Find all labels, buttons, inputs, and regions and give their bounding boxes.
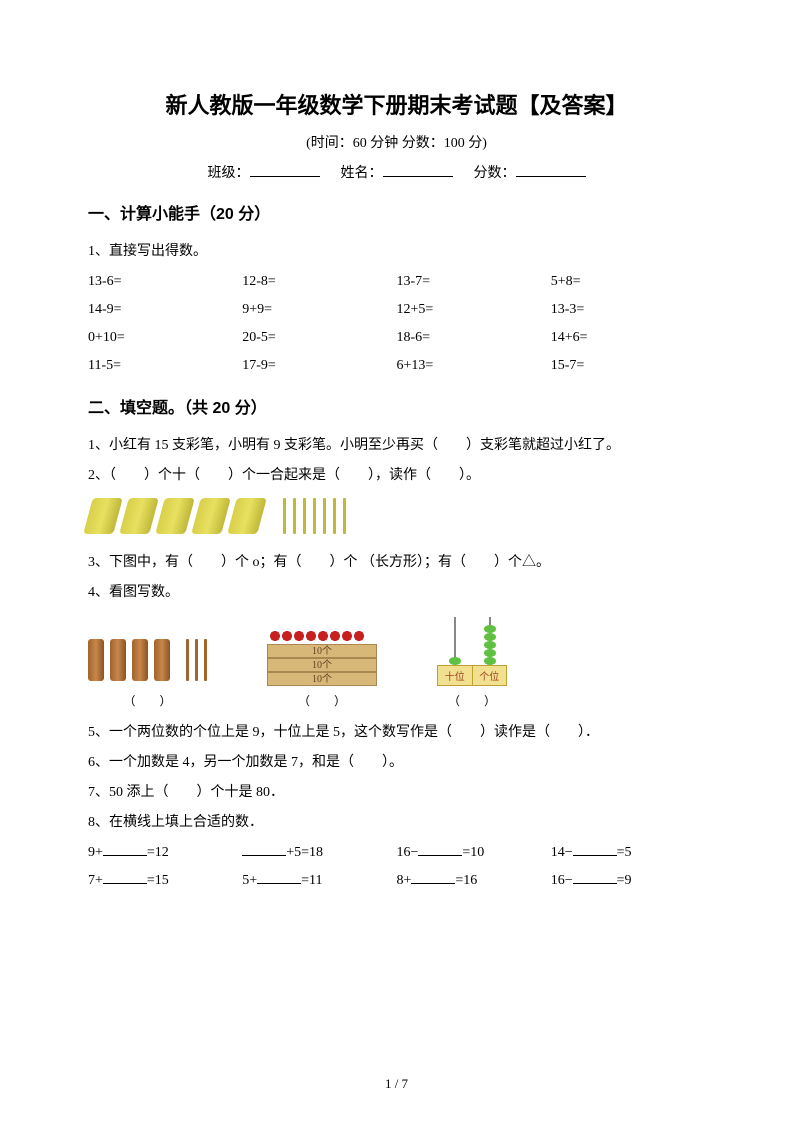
calc-cell: 13-7= <box>397 268 551 296</box>
q2-image <box>88 498 705 539</box>
paren-label: （ ） <box>123 692 171 709</box>
s2-q7: 7、50 添上（ ）个十是 80． <box>88 779 705 807</box>
calc-cell: 9+9= <box>242 296 396 324</box>
score-blank[interactable] <box>516 163 586 177</box>
abacus-icon: 十位 个位 <box>437 617 507 686</box>
q4-images: （ ） 10个 10个 10个 （ ） <box>88 617 705 709</box>
crate-layer: 10个 <box>267 672 377 686</box>
s2-q2: 2、（ ）个十（ ）个一合起来是（ ），读作（ ）。 <box>88 462 705 490</box>
stick-icon <box>323 498 326 534</box>
calc-cell: 12+5= <box>397 296 551 324</box>
brown-bundle-icon <box>110 639 126 681</box>
abacus-rod-one <box>489 617 491 665</box>
fill-blank[interactable] <box>103 844 147 856</box>
abacus-one-label: 个位 <box>473 666 507 685</box>
q8-cell: 16−=10 <box>397 839 551 867</box>
section2-header: 二、填空题。（共 20 分） <box>88 394 705 418</box>
apple-crate-icon: 10个 10个 10个 <box>267 626 377 686</box>
calc-cell: 0+10= <box>88 324 242 352</box>
abacus-ten-label: 十位 <box>438 666 473 685</box>
fill-blank[interactable] <box>573 872 617 884</box>
q8-cell: +5=18 <box>242 839 396 867</box>
fill-blank[interactable] <box>411 872 455 884</box>
q8-cell: 14−=5 <box>551 839 705 867</box>
name-blank[interactable] <box>383 163 453 177</box>
fill-blank[interactable] <box>257 872 301 884</box>
s2-q4: 4、看图写数。 <box>88 579 705 607</box>
paren-label: （ ） <box>298 692 346 709</box>
s2-q3: 3、下图中，有（ ）个 o；有（ ）个 （长方形）；有（ ）个△。 <box>88 549 705 577</box>
s1-q1-text: 1、直接写出得数。 <box>88 238 705 266</box>
calc-cell: 18-6= <box>397 324 551 352</box>
class-blank[interactable] <box>250 163 320 177</box>
calc-cell: 15-7= <box>551 352 705 380</box>
fill-blank[interactable] <box>103 872 147 884</box>
calc-cell: 5+8= <box>551 268 705 296</box>
brown-stick-icon <box>195 639 198 681</box>
brown-bundle-icon <box>88 639 104 681</box>
stick-icon <box>313 498 316 534</box>
calc-cell: 13-3= <box>551 296 705 324</box>
abacus-rod-ten <box>454 617 456 665</box>
fill-blank[interactable] <box>573 844 617 856</box>
class-label: 班级： <box>208 166 250 181</box>
stick-bundle-icon <box>191 498 231 534</box>
q8-cell: 8+=16 <box>397 867 551 895</box>
calc-cell: 13-6= <box>88 268 242 296</box>
bead-icon <box>484 649 496 657</box>
stick-icon <box>303 498 306 534</box>
stick-bundle-icon <box>155 498 195 534</box>
paren-label: （ ） <box>448 692 496 709</box>
q8-cell: 16−=9 <box>551 867 705 895</box>
calc-grid: 13-6= 12-8= 13-7= 5+8= 14-9= 9+9= 12+5= … <box>88 268 705 380</box>
s2-q5: 5、一个两位数的个位上是 9，十位上是 5，这个数写作是（ ）读作是（ ）． <box>88 719 705 747</box>
stick-icon <box>343 498 346 534</box>
q8-cell: 7+=15 <box>88 867 242 895</box>
stick-icon <box>283 498 286 534</box>
page-title: 新人教版一年级数学下册期末考试题【及答案】 <box>88 88 705 120</box>
crate-layer: 10个 <box>267 658 377 672</box>
s2-q6: 6、一个加数是 4，另一个加数是 7，和是（ ）。 <box>88 749 705 777</box>
q8-cell: 9+=12 <box>88 839 242 867</box>
brown-stick-icon <box>204 639 207 681</box>
stick-icon <box>293 498 296 534</box>
q8-cell: 5+=11 <box>242 867 396 895</box>
fill-blank[interactable] <box>242 844 286 856</box>
calc-cell: 6+13= <box>397 352 551 380</box>
stick-bundle-icon <box>119 498 159 534</box>
bead-icon <box>484 625 496 633</box>
calc-cell: 17-9= <box>242 352 396 380</box>
stick-icon <box>333 498 336 534</box>
s2-q8: 8、在横线上填上合适的数． <box>88 809 705 837</box>
fill-blank[interactable] <box>418 844 462 856</box>
q4-item-2: 10个 10个 10个 （ ） <box>267 626 377 709</box>
brown-bundle-icon <box>154 639 170 681</box>
q4-item-3: 十位 个位 （ ） <box>437 617 507 709</box>
bead-icon <box>484 641 496 649</box>
calc-cell: 20-5= <box>242 324 396 352</box>
score-label: 分数： <box>474 166 516 181</box>
name-label: 姓名： <box>341 166 383 181</box>
brown-stick-icon <box>186 639 189 681</box>
bead-icon <box>449 657 461 665</box>
bead-icon <box>484 657 496 665</box>
info-line: 班级： 姓名： 分数： <box>88 162 705 182</box>
page-footer: 1 / 7 <box>0 1076 793 1092</box>
s2-q1: 1、小红有 15 支彩笔，小明有 9 支彩笔。小明至少再买（ ）支彩笔就超过小红… <box>88 432 705 460</box>
apples-icon <box>267 626 377 644</box>
calc-cell: 11-5= <box>88 352 242 380</box>
brown-bundle-icon <box>132 639 148 681</box>
section1-header: 一、计算小能手（20 分） <box>88 200 705 224</box>
q4-item-1: （ ） <box>88 639 207 709</box>
stick-bundle-icon <box>227 498 267 534</box>
calc-cell: 14-9= <box>88 296 242 324</box>
q8-grid: 9+=12 +5=18 16−=10 14−=5 7+=15 5+=11 8+=… <box>88 839 705 895</box>
bead-icon <box>484 633 496 641</box>
calc-cell: 12-8= <box>242 268 396 296</box>
crate-layer: 10个 <box>267 644 377 658</box>
stick-bundle-icon <box>83 498 123 534</box>
subtitle: (时间：60 分钟 分数：100 分) <box>88 132 705 152</box>
calc-cell: 14+6= <box>551 324 705 352</box>
